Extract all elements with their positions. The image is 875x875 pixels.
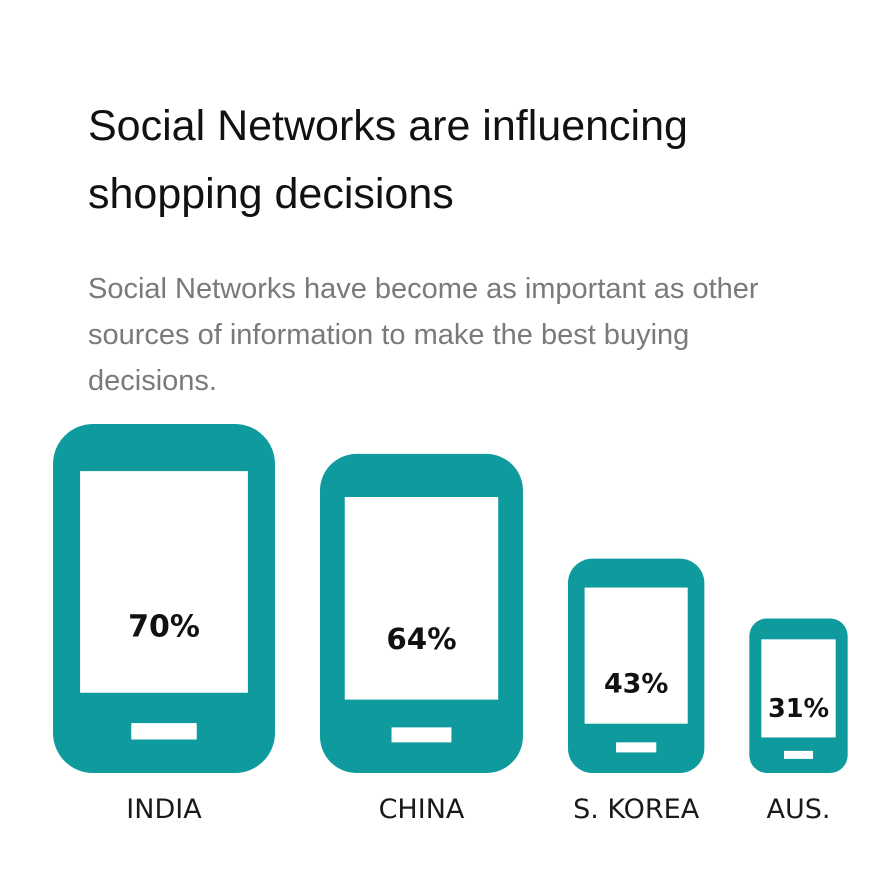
- category-label-china: CHINA: [379, 794, 465, 825]
- value-label-china: 64%: [386, 622, 456, 656]
- category-label-s-korea: S. KOREA: [573, 794, 700, 825]
- phone-screen-china: [344, 496, 499, 700]
- category-label-india: INDIA: [126, 794, 202, 825]
- page-title: Social Networks are influencing shopping…: [88, 102, 688, 218]
- phone-home-button-india: [131, 723, 197, 740]
- category-label-aus: AUS.: [767, 794, 831, 825]
- phone-screen-aus: [761, 639, 836, 738]
- phone-screen-india: [80, 471, 248, 693]
- phone-screen-s-korea: [584, 587, 688, 724]
- value-label-aus: 31%: [768, 694, 829, 724]
- phone-home-button-aus: [783, 750, 814, 759]
- phone-home-button-china: [391, 727, 452, 743]
- phone-home-button-s-korea: [616, 742, 657, 753]
- page-subtitle: Social Networks have become as important…: [88, 273, 759, 397]
- value-label-india: 70%: [128, 610, 200, 645]
- value-label-s-korea: 43%: [604, 668, 668, 699]
